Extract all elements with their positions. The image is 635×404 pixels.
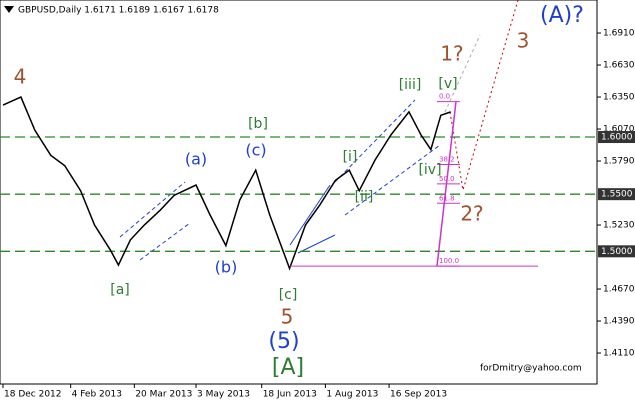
fib-label: 100.0 (439, 257, 459, 265)
channels (119, 99, 441, 261)
plot-frame (0, 0, 598, 385)
x-tick-label: 16 Sep 2013 (390, 390, 447, 400)
wave-label: 5 (281, 305, 294, 329)
y-tick-label: 1.4390 (603, 317, 635, 327)
channel-line (289, 184, 331, 246)
wave-label: [b] (248, 116, 268, 132)
channel-line (344, 144, 441, 216)
wave-label: (5) (268, 329, 299, 354)
x-tick-label: 20 Mar 2013 (135, 390, 192, 400)
fib-label: 38.2 (439, 155, 455, 163)
wave-label: [ii] (355, 189, 374, 205)
x-tick-label: 1 Aug 2013 (326, 390, 378, 400)
channel-line (119, 181, 186, 238)
wave-label: 2? (460, 202, 483, 226)
wave-label: [c] (279, 287, 298, 303)
fib-label: 0.0 (439, 93, 450, 101)
wave-label: 1? (440, 42, 463, 66)
y-tick-label: 1.6350 (603, 93, 635, 103)
y-tick-label: 1.4110 (603, 349, 635, 359)
channel-line (139, 222, 191, 261)
wave-label: 4 (14, 65, 27, 89)
wave-label: [i] (343, 149, 358, 165)
channel-line (334, 99, 416, 183)
title-icon (4, 6, 14, 13)
y-tick-label: 1.4670 (603, 285, 635, 295)
level-tag (598, 131, 635, 144)
wave-label: (b) (215, 258, 238, 277)
wave-label: 3 (517, 29, 530, 53)
watermark: forDmitry@yahoo.com (480, 364, 582, 374)
level-tag (598, 188, 635, 201)
chart-title: GBPUSD,Daily 1.6171 1.6189 1.6167 1.6178 (18, 6, 219, 16)
y-tick-label: 1.6630 (603, 61, 635, 71)
x-tick-label: 3 May 2013 (197, 390, 250, 400)
fib-label: 50.0 (439, 175, 455, 183)
wave-label: (A)? (540, 3, 584, 28)
x-tick-label: 18 Dec 2012 (4, 390, 62, 400)
wave-label: [A] (272, 355, 304, 380)
wave-label: (a) (185, 150, 207, 169)
y-tick-label: 1.5790 (603, 157, 635, 167)
forecast-line (444, 34, 481, 113)
y-tick-label: 1.5230 (603, 221, 635, 231)
wave-label: (c) (245, 141, 266, 160)
level-tag (598, 245, 635, 258)
wave-label: [iii] (399, 77, 422, 93)
x-tick-label: 4 Feb 2013 (72, 390, 122, 400)
wave-label: [a] (110, 282, 130, 298)
wave-label: [v] (438, 76, 457, 92)
x-tick-label: 18 Jun 2013 (263, 390, 317, 400)
fib-label: 61.8 (439, 194, 455, 202)
y-tick-label: 1.6910 (603, 29, 635, 39)
level-label: 1.5500 (601, 190, 633, 200)
price-line (2, 96, 451, 271)
channel-line (297, 234, 336, 254)
wave-label: [iv] (418, 162, 441, 178)
forecast-line (449, 0, 519, 191)
level-label: 1.5000 (601, 247, 633, 257)
y-tick-label: 1.6070 (603, 125, 635, 135)
level-label: 1.6000 (601, 133, 633, 143)
